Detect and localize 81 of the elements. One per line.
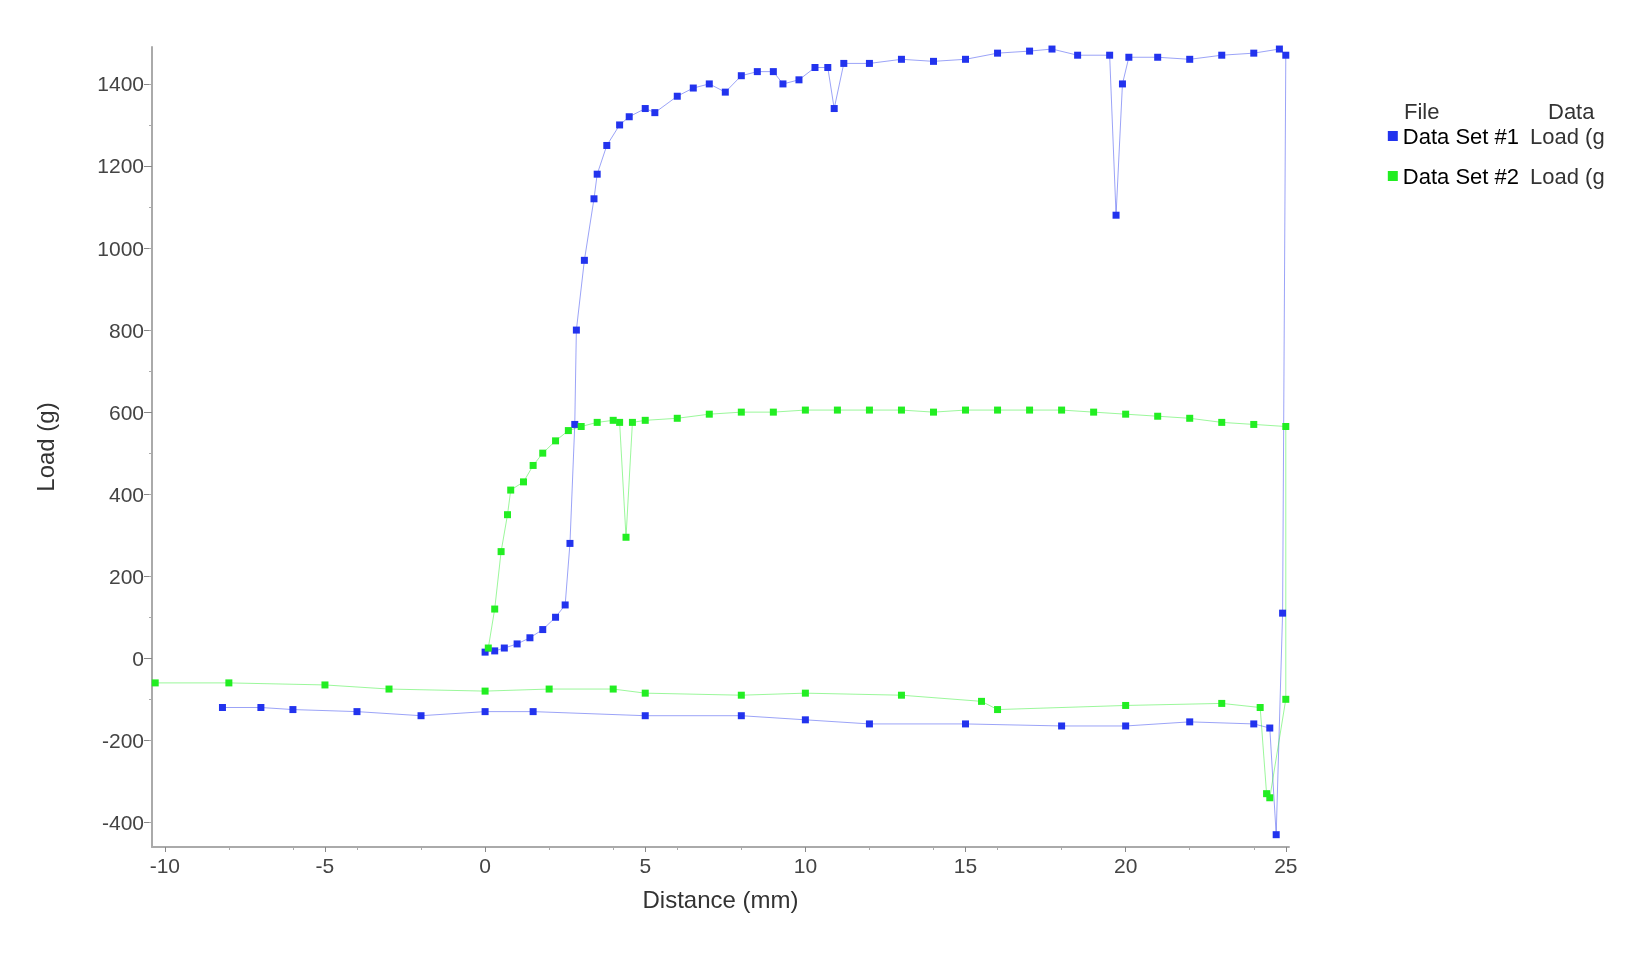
point [616,418,624,426]
point [1218,699,1226,707]
point [673,414,681,422]
point [801,689,809,697]
x-tick-label: -10 [149,854,180,877]
point [994,406,1002,414]
x-tick-label: -5 [315,854,335,877]
point [897,406,905,414]
point [628,418,636,426]
point [1282,695,1290,703]
point [1122,410,1130,418]
point [994,706,1002,714]
point [897,691,905,699]
point [1122,701,1130,709]
point [833,406,841,414]
point [1090,408,1098,416]
point [705,410,713,418]
point [225,679,233,687]
point [1218,418,1226,426]
point [622,533,630,541]
y-tick-label: 800 [108,318,144,342]
point [497,548,505,556]
point [641,689,649,697]
point [504,511,512,519]
y-axis-title: Load (g) [31,402,59,492]
point [801,406,809,414]
point [769,408,777,416]
point [737,691,745,699]
point [962,406,970,414]
point [1154,412,1162,420]
point [151,679,159,687]
x-tick-label: 15 [953,854,978,877]
y-tick-label: -400 [101,810,144,834]
point [1282,422,1290,430]
text: Load (g [1530,123,1605,149]
point [978,697,986,705]
point [1256,704,1264,712]
y-tick-label: 200 [108,564,144,588]
point [520,478,528,486]
x-tick-label: 20 [1113,854,1138,877]
point [552,437,560,445]
x-tick-label: 5 [639,854,652,877]
point [641,416,649,424]
point [929,408,937,416]
x-tick-label: 0 [479,854,491,877]
y-tick-label: 0 [132,646,144,670]
point [529,461,537,469]
text: Data [1548,98,1596,124]
point [545,685,553,693]
point [1186,414,1194,422]
point [321,681,329,689]
x-tick-label: 10 [793,854,818,877]
point [593,418,601,426]
point [484,644,492,652]
point [564,427,572,435]
point [1250,420,1258,428]
x-axis-title: Distance (mm) [642,885,799,913]
point [865,406,873,414]
text: Load (g [1530,163,1605,189]
y-tick-label: 600 [108,400,144,424]
y-tick-label: 1400 [97,72,144,96]
point [491,605,499,613]
legend-label: Data Set #2 [1402,163,1519,189]
y-tick-label: 400 [108,482,144,506]
point [1263,790,1271,798]
point [609,416,617,424]
point [737,408,745,416]
x-tick-label: 25 [1274,854,1298,877]
point [1026,406,1034,414]
point [1058,406,1066,414]
legend-label: Data Set #1 [1402,123,1519,149]
text: File [1404,98,1440,124]
y-tick-label: -200 [101,728,144,752]
point [507,486,515,494]
point [539,449,547,457]
point [609,685,617,693]
point [481,687,489,695]
y-tick-label: 1000 [97,236,144,260]
y-tick-label: 1200 [97,154,144,178]
point [577,422,585,430]
point [385,685,393,693]
